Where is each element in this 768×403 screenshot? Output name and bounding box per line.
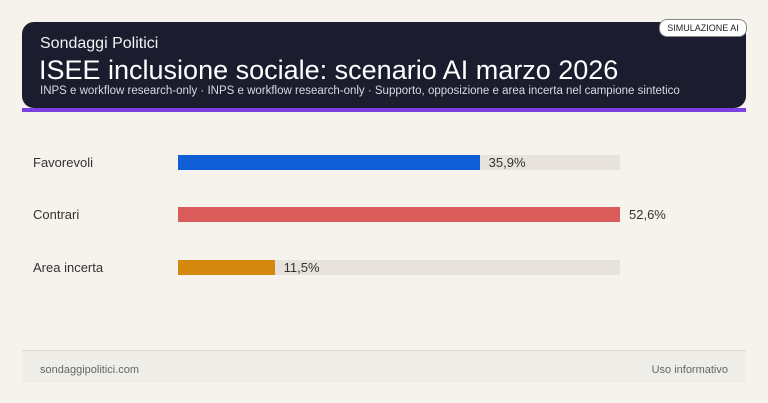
chart-subtitle: INPS e workflow research-only · INPS e w…	[40, 85, 680, 97]
category-label: Contrari	[33, 207, 80, 222]
footer-site: sondaggipolitici.com	[40, 364, 140, 376]
category-label: Area incerta	[33, 260, 104, 275]
footer: sondaggipolitici.com Uso informativo	[22, 350, 746, 383]
value-label: 52,6%	[629, 207, 666, 222]
footer-note: Uso informativo	[651, 364, 728, 376]
bar	[178, 155, 480, 170]
bar-track	[178, 207, 620, 222]
bar-track	[178, 260, 620, 275]
bar-track	[178, 155, 620, 170]
value-label: 11,5%	[283, 260, 320, 275]
simulation-badge: SIMULAZIONE AI	[659, 19, 747, 37]
header-banner: Sondaggi Politici ISEE inclusione social…	[22, 22, 746, 108]
bar	[178, 260, 275, 275]
chart-title: ISEE inclusione sociale: scenario AI mar…	[39, 55, 619, 85]
category-label: Favorevoli	[33, 155, 93, 170]
accent-divider	[22, 108, 746, 112]
value-label: 35,9%	[488, 155, 526, 170]
brand-name: Sondaggi Politici	[40, 35, 159, 52]
bar	[178, 207, 620, 222]
